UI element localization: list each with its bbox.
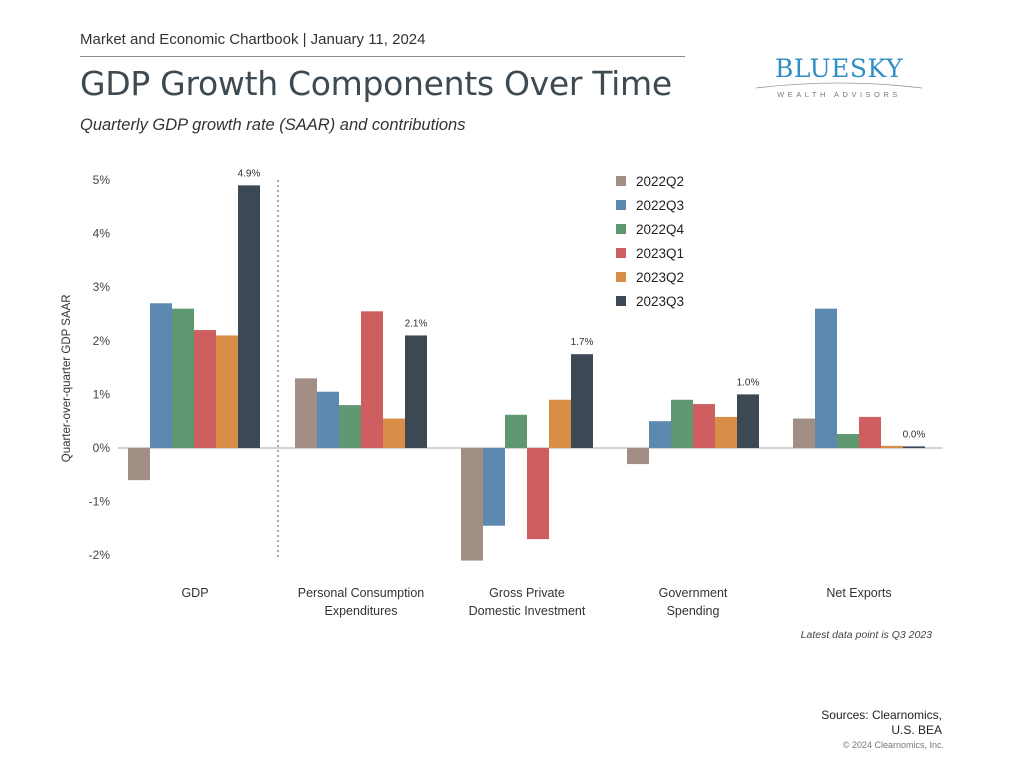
header-rule: [80, 56, 685, 57]
legend-label: 2022Q3: [636, 198, 684, 213]
category-label: Expenditures: [325, 604, 398, 618]
y-tick-label: 2%: [93, 334, 111, 348]
bar-2023q3: [571, 354, 593, 448]
bar-2022q2: [627, 448, 649, 465]
legend-swatch: [616, 272, 626, 282]
y-tick-label: -1%: [89, 495, 111, 509]
bar-2022q3: [649, 421, 671, 448]
page-subtitle: Quarterly GDP growth rate (SAAR) and con…: [80, 116, 466, 134]
y-tick-label: 1%: [93, 387, 111, 401]
bar-2022q4: [339, 405, 361, 448]
chartbook-header: Market and Economic Chartbook | January …: [80, 31, 426, 48]
bar-2022q2: [295, 378, 317, 448]
bar-2022q3: [150, 303, 172, 448]
y-tick-label: 0%: [93, 441, 111, 455]
y-tick-label: 4%: [93, 227, 111, 241]
bar-2023q1: [527, 448, 549, 540]
bar-2022q4: [837, 434, 859, 448]
data-label: 1.7%: [571, 337, 594, 348]
bar-2023q1: [859, 416, 881, 448]
bar-2023q2: [715, 416, 737, 448]
bar-2022q3: [815, 308, 837, 448]
legend-swatch: [616, 224, 626, 234]
data-label: 1.0%: [737, 377, 760, 388]
category-label: Gross Private: [489, 586, 565, 600]
y-tick-label: 5%: [93, 173, 111, 187]
legend-swatch: [616, 176, 626, 186]
logo-tagline: WEALTH ADVISORS: [777, 90, 901, 99]
sources-text: Sources: Clearnomics, U.S. BEA: [742, 708, 942, 738]
legend-swatch: [616, 296, 626, 306]
y-tick-label: 3%: [93, 280, 111, 294]
y-tick-label: -2%: [89, 548, 111, 562]
logo-swoosh-icon: [755, 82, 923, 89]
sources-line-1: Sources: Clearnomics,: [821, 708, 942, 722]
copyright-text: © 2024 Clearnomics, Inc.: [842, 740, 944, 750]
page-title: GDP Growth Components Over Time: [80, 64, 672, 103]
y-axis-title: Quarter-over-quarter GDP SAAR: [61, 294, 73, 462]
data-label: 0.0%: [903, 429, 926, 440]
bar-2022q2: [461, 448, 483, 561]
bar-2023q2: [549, 399, 571, 448]
bar-2022q3: [483, 448, 505, 526]
category-label: Government: [659, 586, 728, 600]
legend-label: 2023Q2: [636, 270, 684, 285]
category-label: Net Exports: [826, 586, 891, 600]
bar-2023q1: [194, 330, 216, 448]
data-label: 2.1%: [405, 318, 428, 329]
legend-label: 2023Q1: [636, 246, 684, 261]
category-label: Spending: [667, 604, 720, 618]
bluesky-logo: BLUESKY WEALTH ADVISORS: [754, 54, 924, 104]
category-label: Personal Consumption: [298, 586, 425, 600]
bar-2023q1: [361, 311, 383, 448]
logo-name: BLUESKY: [774, 54, 904, 83]
legend-label: 2022Q2: [636, 174, 684, 189]
bar-2023q3: [737, 394, 759, 448]
bar-2023q3: [405, 335, 427, 448]
bar-2023q2: [881, 445, 903, 448]
category-label: GDP: [181, 586, 208, 600]
bar-2022q2: [793, 418, 815, 448]
data-label: 4.9%: [238, 168, 261, 179]
bar-2023q2: [216, 335, 238, 448]
latest-data-note: Latest data point is Q3 2023: [800, 629, 932, 641]
bar-2022q4: [172, 308, 194, 448]
category-label: Domestic Investment: [469, 604, 586, 618]
bar-2023q1: [693, 404, 715, 448]
legend-label: 2022Q4: [636, 222, 685, 237]
sources-line-2: U.S. BEA: [891, 723, 942, 737]
bar-2022q4: [671, 399, 693, 448]
bar-2022q4: [505, 414, 527, 448]
bar-2022q2: [128, 448, 150, 481]
legend-swatch: [616, 200, 626, 210]
legend-label: 2023Q3: [636, 294, 684, 309]
bar-2023q2: [383, 418, 405, 448]
bar-2023q3: [238, 185, 260, 449]
bar-2022q3: [317, 391, 339, 448]
bar-2023q3: [903, 446, 925, 448]
legend-swatch: [616, 248, 626, 258]
